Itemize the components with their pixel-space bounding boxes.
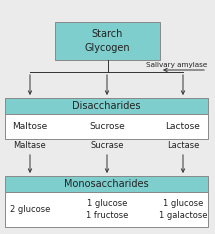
Text: Sucrase: Sucrase — [90, 140, 124, 150]
Bar — [5, 114, 208, 139]
Text: Sucrose: Sucrose — [89, 122, 125, 131]
Text: Disaccharides: Disaccharides — [72, 101, 141, 111]
Text: Salivary amylase: Salivary amylase — [146, 62, 207, 68]
Text: 2 glucose: 2 glucose — [10, 205, 50, 214]
Text: Lactose: Lactose — [166, 122, 200, 131]
Text: Lactase: Lactase — [167, 140, 199, 150]
Text: Monosaccharides: Monosaccharides — [64, 179, 149, 189]
Bar — [5, 192, 208, 227]
Bar — [55, 22, 160, 60]
Text: Starch
Glycogen: Starch Glycogen — [85, 29, 130, 53]
Text: 1 glucose
1 fructose: 1 glucose 1 fructose — [86, 199, 128, 219]
Text: Maltase: Maltase — [14, 140, 46, 150]
Text: 1 glucose
1 galactose: 1 glucose 1 galactose — [159, 199, 207, 219]
Bar — [5, 176, 208, 192]
Text: Maltose: Maltose — [12, 122, 48, 131]
Bar — [5, 98, 208, 114]
